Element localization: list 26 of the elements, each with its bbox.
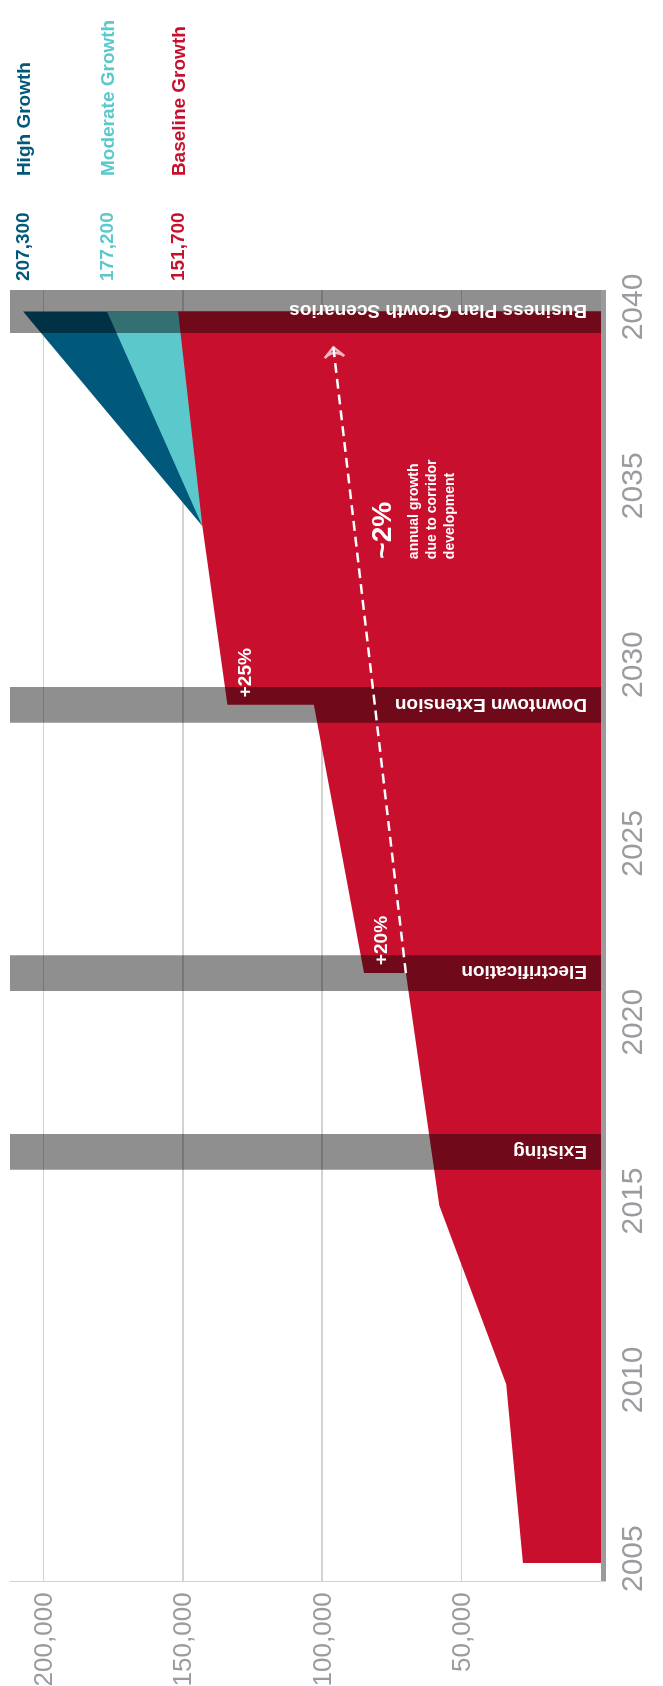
x-tick-label: 50,000 [446, 1592, 477, 1672]
y-tick-label: 2010 [615, 1346, 648, 1414]
y-tick-label: 2005 [615, 1525, 648, 1592]
y-tick-label: 2030 [615, 631, 648, 698]
annotation: +20% [369, 915, 391, 966]
band-label: Electrification [461, 962, 587, 984]
y-tick-label: 2015 [615, 1167, 648, 1235]
band-label: Existing [513, 1141, 587, 1163]
annotation: +25% [233, 648, 255, 698]
data-label: 177,200 [96, 212, 118, 281]
annotation: ~2% [366, 501, 398, 559]
text: High Growth [13, 62, 35, 177]
y-tick-label: 2020 [615, 988, 648, 1056]
x-tick-label: 100,000 [306, 1592, 337, 1686]
annotation: annual growth due to corridor development [404, 459, 458, 560]
x-tick-label: 150,000 [167, 1592, 198, 1686]
data-label: 207,300 [12, 212, 34, 282]
text: Moderate Growth [97, 19, 119, 177]
x-tick-label: 200,000 [27, 1592, 58, 1686]
y-tick-label: 2040 [615, 273, 648, 341]
band-label: Business Plan Growth Scenarios [289, 300, 587, 322]
data-label: 151,700 [167, 212, 189, 282]
text: Baseline Growth [168, 26, 190, 177]
y-tick-label: 2025 [615, 810, 648, 877]
y-tick-label: 2035 [615, 452, 648, 520]
band-label: Downtown Extension [394, 694, 587, 716]
